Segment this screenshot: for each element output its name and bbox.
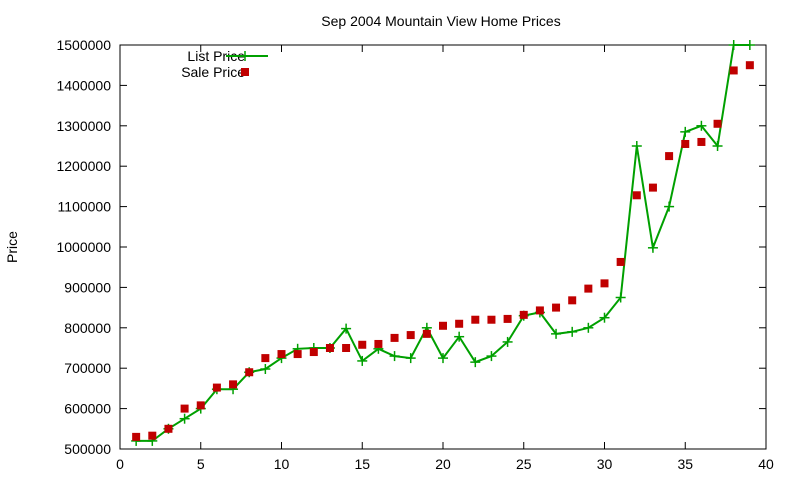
data-point: [245, 368, 254, 377]
data-point: [422, 329, 431, 338]
data-point: [567, 326, 578, 337]
data-point: [647, 242, 658, 253]
data-point: [486, 351, 497, 362]
data-point: [405, 353, 416, 364]
data-point: [325, 344, 334, 352]
x-tick-label: 0: [116, 456, 124, 472]
axis-tick-labels: 0 5 10 15 20 25 30 35 40 500000 600000 700000 800000…: [56, 37, 774, 472]
data-point: [132, 432, 141, 441]
data-point: [342, 344, 351, 352]
data-point: [728, 40, 739, 50]
x-tick-label: 10: [274, 456, 290, 472]
data-point: [341, 323, 352, 334]
data-point: [535, 306, 544, 315]
data-point: [744, 40, 755, 50]
data-point: [309, 348, 318, 357]
y-tick-label: 1000000: [56, 239, 111, 255]
data-point: [229, 380, 238, 389]
y-tick-label: 1400000: [56, 77, 111, 93]
data-point: [696, 120, 707, 131]
legend-swatch-marker: [240, 51, 250, 61]
data-point: [439, 321, 447, 330]
x-tick-label: 5: [197, 456, 205, 472]
series-0: [131, 40, 755, 446]
data-point: [600, 279, 609, 288]
x-tick-label: 20: [435, 456, 451, 472]
y-tick-label: 1200000: [56, 158, 111, 174]
data-point: [631, 141, 642, 151]
data-point: [665, 152, 674, 161]
data-point: [697, 137, 706, 146]
y-tick-label: 900000: [64, 279, 111, 295]
x-tick-label: 25: [516, 456, 532, 472]
data-point: [712, 141, 723, 151]
data-point: [196, 401, 205, 410]
data-point: [616, 257, 625, 266]
data-point: [293, 350, 302, 359]
x-tick-label: 30: [597, 456, 613, 472]
data-point: [664, 201, 675, 212]
data-point: [390, 333, 399, 342]
legend-item: List Price: [187, 48, 268, 64]
data-point: [277, 350, 286, 359]
data-point: [389, 351, 400, 362]
y-tick-label: 1300000: [56, 118, 111, 134]
data-point: [454, 331, 465, 342]
data-point: [148, 431, 157, 440]
data-point: [212, 383, 221, 392]
legend-label: Sale Price: [181, 64, 245, 80]
data-point: [179, 413, 190, 424]
y-tick-label: 700000: [64, 360, 111, 376]
series-line: [136, 44, 750, 442]
data-point: [583, 322, 594, 333]
data-point: [180, 404, 189, 413]
x-tick-label: 40: [758, 456, 774, 472]
x-tick-label: 15: [354, 456, 370, 472]
data-point: [568, 296, 577, 305]
y-tick-label: 800000: [64, 320, 111, 336]
legend-label: List Price: [187, 48, 245, 64]
data-point: [358, 340, 367, 349]
data-point: [632, 191, 641, 200]
data-point: [648, 183, 657, 192]
data-point: [164, 424, 173, 433]
data-point: [599, 312, 610, 323]
data-point: [406, 331, 415, 340]
data-point: [584, 284, 593, 293]
data-point: [374, 339, 383, 348]
data-point: [487, 315, 496, 324]
y-tick-label: 600000: [64, 401, 111, 417]
plot-frame: [119, 44, 767, 450]
data-series: [131, 40, 755, 446]
legend-swatch-marker: [241, 68, 249, 76]
data-point: [438, 353, 448, 364]
legend-item: Sale Price: [181, 64, 249, 80]
data-point: [551, 328, 562, 339]
data-point: [471, 315, 480, 324]
y-tick-label: 1500000: [56, 37, 111, 53]
data-point: [357, 355, 368, 366]
y-tick-label: 1100000: [58, 199, 112, 215]
series-1: [132, 61, 754, 441]
data-point: [503, 314, 512, 323]
data-point: [455, 319, 464, 328]
data-point: [680, 126, 691, 137]
data-point: [261, 354, 270, 363]
data-point: [502, 336, 513, 347]
data-point: [260, 364, 271, 375]
x-tick-label: 35: [677, 456, 693, 472]
data-point: [615, 292, 626, 303]
data-point: [519, 310, 528, 319]
data-point: [745, 61, 754, 70]
y-axis-label: Price: [4, 231, 20, 263]
y-tick-label: 500000: [64, 441, 111, 457]
data-point: [729, 66, 738, 75]
data-point: [470, 357, 481, 368]
data-point: [713, 119, 722, 128]
data-point: [552, 303, 561, 312]
chart-title: Sep 2004 Mountain View Home Prices: [321, 13, 560, 29]
data-point: [681, 139, 690, 148]
